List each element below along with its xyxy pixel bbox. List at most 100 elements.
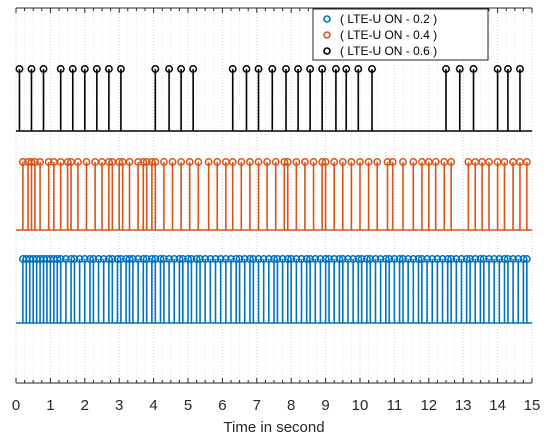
- stem-marker: [129, 255, 137, 263]
- stem-marker: [213, 158, 222, 166]
- stem-marker: [227, 255, 235, 263]
- stem-marker: [354, 65, 363, 73]
- stem-marker: [142, 255, 151, 263]
- stem-marker: [338, 255, 347, 263]
- stem-marker: [221, 255, 230, 263]
- x-tick-label: 10: [352, 397, 369, 414]
- stem-marker: [373, 158, 382, 166]
- series-3: [15, 65, 532, 132]
- stem-marker: [254, 65, 263, 73]
- legend-entry: ( LTE-U ON - 0.6 ): [340, 44, 437, 58]
- stem-marker: [438, 255, 447, 263]
- legend-marker: [323, 31, 331, 39]
- stem-marker: [108, 255, 117, 263]
- stem-marker: [170, 255, 179, 263]
- stem-marker: [409, 255, 418, 263]
- stem-marker: [216, 255, 225, 263]
- stem-marker: [159, 158, 168, 166]
- x-tick-label: 15: [524, 397, 541, 414]
- stem-marker: [522, 158, 531, 166]
- legend-entry: ( LTE-U ON - 0.4 ): [340, 28, 437, 42]
- stem-marker: [330, 255, 339, 263]
- stem-marker: [134, 158, 143, 166]
- stem-marker: [211, 255, 220, 263]
- x-tick-label: 12: [420, 397, 437, 414]
- stem-marker: [15, 65, 24, 73]
- stem-marker: [249, 255, 258, 263]
- stem-marker: [292, 158, 301, 166]
- stem-marker: [254, 158, 263, 166]
- stem-marker: [39, 65, 48, 73]
- x-tick-label: 2: [81, 397, 89, 414]
- stem-marker: [92, 65, 101, 73]
- stem-marker: [194, 158, 203, 166]
- x-tick-label: 13: [455, 397, 472, 414]
- stem-marker: [36, 158, 45, 166]
- legend: ( LTE-U ON - 0.2 ) ( LTE-U ON - 0.4 ) ( LT…: [312, 8, 489, 61]
- stem-marker: [264, 255, 273, 263]
- stem-marker: [196, 255, 204, 263]
- stem-marker: [318, 65, 327, 73]
- stem-marker: [185, 158, 194, 166]
- stem-marker: [151, 65, 160, 73]
- x-tick-label: 1: [46, 397, 54, 414]
- stem-marker: [442, 65, 450, 73]
- stem-marker: [282, 65, 290, 73]
- stem-marker: [447, 158, 456, 166]
- stem-marker: [68, 65, 77, 73]
- stem-marker: [311, 255, 320, 263]
- stem-marker: [134, 255, 143, 263]
- stem-marker: [240, 255, 249, 263]
- stem-marker: [514, 255, 523, 263]
- stem-marker: [493, 65, 502, 73]
- stem-marker: [283, 158, 292, 166]
- x-tick-label: 9: [321, 397, 329, 414]
- x-tick-label: 7: [253, 397, 261, 414]
- stem-marker: [423, 255, 432, 263]
- stem-marker: [235, 255, 244, 263]
- stem-marker: [330, 158, 339, 166]
- stem-marker: [168, 158, 177, 166]
- stem-marker: [404, 255, 413, 263]
- stem-marker: [254, 255, 263, 263]
- stem-marker: [447, 255, 456, 263]
- x-tick-label: 11: [387, 397, 403, 414]
- stem-marker: [73, 158, 82, 166]
- stem-marker: [125, 158, 134, 166]
- stem-marker: [347, 158, 356, 166]
- stem-marker: [306, 65, 315, 73]
- stem-marker: [364, 158, 373, 166]
- stem-marker: [509, 255, 518, 263]
- stem-marker: [177, 65, 186, 73]
- stem-marker: [228, 65, 237, 73]
- stem-marker: [273, 255, 282, 263]
- stem-marker: [479, 255, 488, 263]
- stem-marker: [294, 65, 303, 73]
- stem-marker: [376, 255, 385, 263]
- stem-marker: [485, 255, 493, 263]
- stem-marker: [104, 65, 113, 73]
- stem-marker: [56, 65, 65, 73]
- stem-marker: [409, 158, 418, 166]
- stem-marker: [306, 255, 315, 263]
- legend-box: [312, 8, 489, 61]
- stem-marker: [89, 255, 98, 263]
- stem-marker: [259, 255, 268, 263]
- stem-marker: [142, 158, 151, 166]
- stem-marker: [457, 255, 466, 263]
- stem-marker: [495, 255, 504, 263]
- x-tick-label: 3: [115, 397, 123, 414]
- stem-marker: [516, 65, 524, 73]
- stem-marker: [206, 255, 215, 263]
- stem-marker: [99, 255, 108, 263]
- x-tick-label: 8: [287, 397, 295, 414]
- stem-marker: [309, 158, 318, 166]
- stem-marker: [116, 255, 125, 263]
- stem-marker: [80, 255, 89, 263]
- stem-marker: [228, 158, 237, 166]
- stem-marker: [357, 255, 366, 263]
- stem-marker: [116, 65, 125, 73]
- stem-marker: [342, 65, 351, 73]
- stem-marker: [466, 255, 475, 263]
